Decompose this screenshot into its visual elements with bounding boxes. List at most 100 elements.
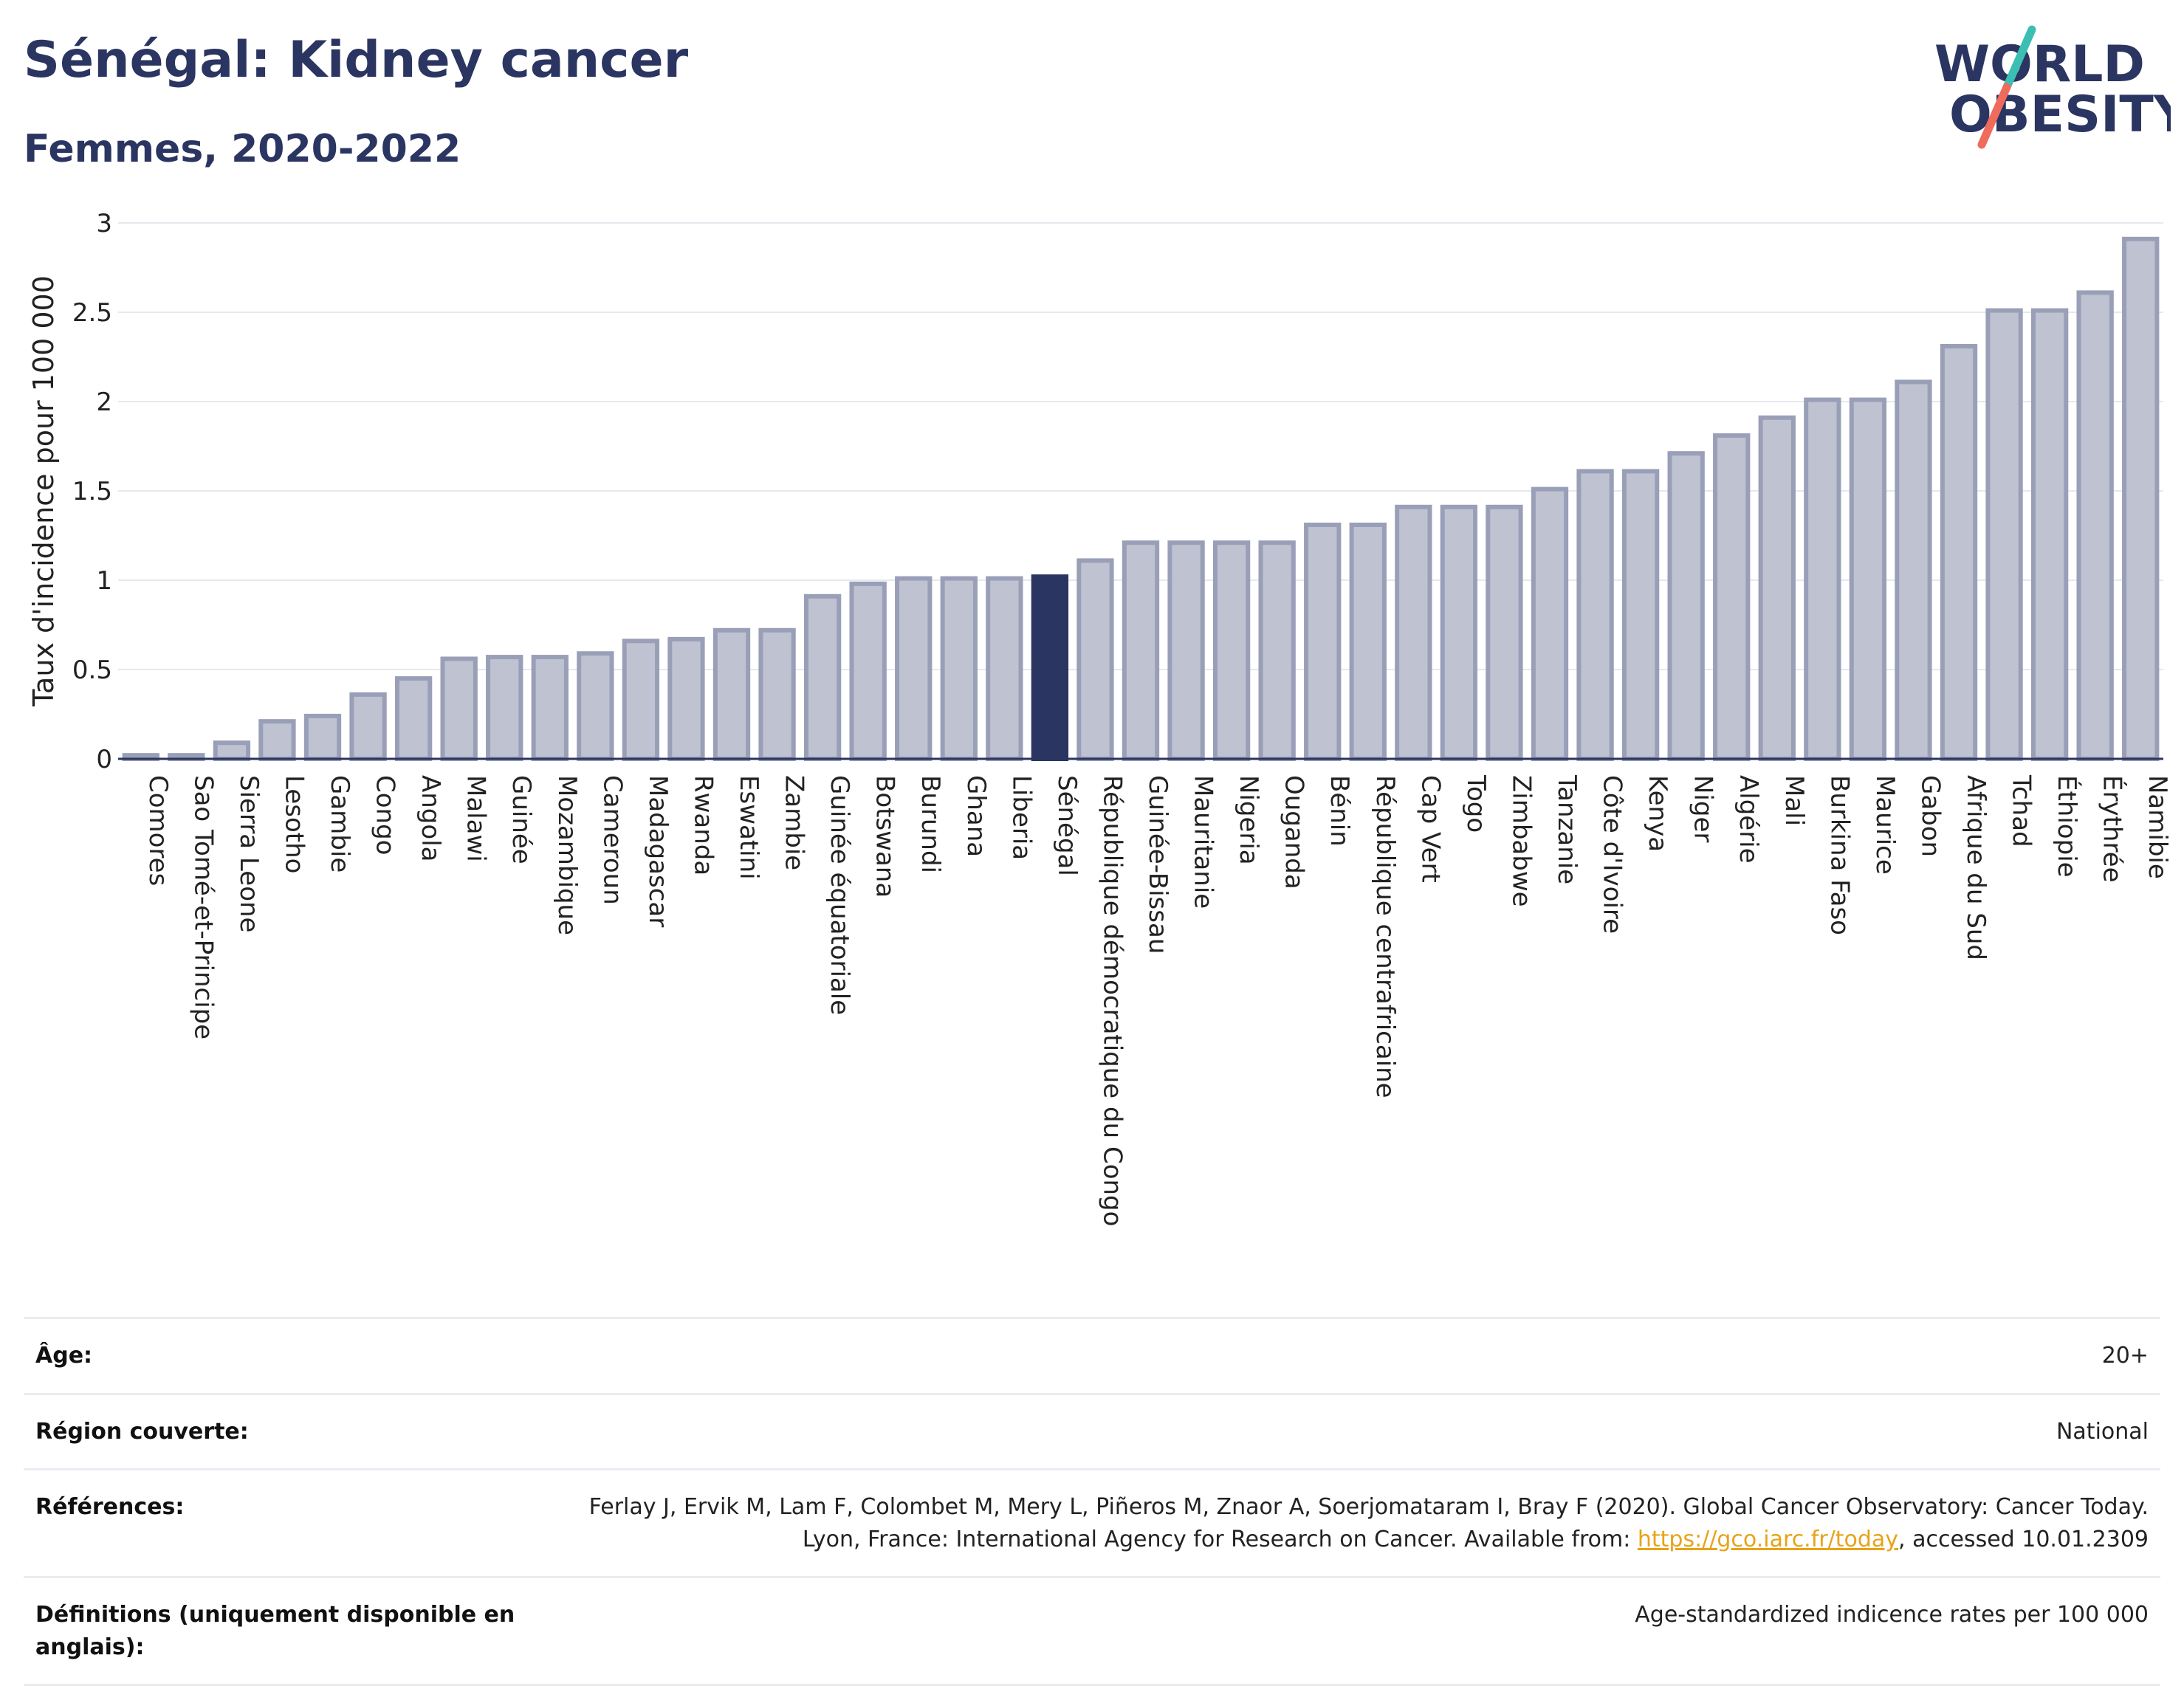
y-tick-label: 1 <box>96 566 112 596</box>
chart-title: Sénégal: Kidney cancer <box>24 31 689 89</box>
bar <box>1440 504 1478 762</box>
category-label: Sao Tomé-et-Principe <box>188 775 218 1039</box>
bar <box>986 576 1023 762</box>
info-value: 20+ <box>2101 1343 2149 1369</box>
bar-chart: 0 0.5 1 1.5 2 2.5 3 Comores Sao Tomé-et-Princip… <box>27 209 2172 1226</box>
category-label: Zambie <box>780 775 809 870</box>
bar <box>213 740 251 761</box>
reference-text: Ferlay J, Ervik M, Lam F, Colombet M, Me… <box>588 1494 2149 1552</box>
y-tick-label: 3 <box>96 209 112 238</box>
category-label: Cap Vert <box>1415 775 1445 883</box>
bar <box>1667 451 1705 761</box>
y-tick-label: 1.5 <box>72 477 112 506</box>
category-label: Côte d'Ivoire <box>1598 775 1627 934</box>
bar <box>1804 397 1841 762</box>
info-key: Références: <box>35 1494 185 1520</box>
category-label: Comores <box>143 775 173 886</box>
category-label: Guinée équatoriale <box>825 775 854 1015</box>
bar <box>349 692 387 762</box>
logo-slash-coral <box>1977 83 2011 149</box>
bar <box>303 713 342 761</box>
logo-line-1: WORLD <box>1934 35 2145 94</box>
category-label: Madagascar <box>643 775 673 927</box>
category-label: Burkina Faso <box>1824 775 1854 935</box>
logo-slash-teal <box>2002 25 2036 92</box>
bar <box>1122 540 1160 761</box>
bar <box>1713 433 1751 761</box>
category-label: Sierra Leone <box>234 775 264 932</box>
world-obesity-logo: WORLD OBESITY <box>1934 25 2171 149</box>
category-label: Nigeria <box>1234 775 1263 865</box>
category-label: Bénin <box>1325 775 1354 847</box>
bar <box>1531 486 1569 762</box>
category-label: Malawi <box>461 775 491 862</box>
bar <box>940 576 978 762</box>
category-label: Mauritanie <box>1189 775 1218 909</box>
category-label: Cameroun <box>597 775 627 905</box>
y-axis-label: Taux d'incidence pour 100 000 <box>27 275 60 707</box>
category-label: Mozambique <box>552 775 582 935</box>
info-value: Ferlay J, Ervik M, Lam F, Colombet M, Me… <box>549 1470 2160 1576</box>
bar <box>1076 558 1114 761</box>
category-label: République démocratique du Congo <box>1097 775 1127 1226</box>
category-label: Eswatini <box>734 775 763 880</box>
category-label: Maurice <box>1870 775 1900 875</box>
category-label: Sénégal <box>1052 775 1082 876</box>
y-tick-label: 0.5 <box>72 656 112 685</box>
bar <box>394 676 433 761</box>
bar <box>758 627 796 762</box>
info-table: Âge: 20+ Région couverte: National Référ… <box>24 1317 2160 1686</box>
y-tick-label: 2.5 <box>72 298 112 328</box>
info-key: Âge: <box>35 1343 93 1369</box>
bar <box>2030 308 2069 761</box>
info-row-references: Références: Ferlay J, Ervik M, Lam F, Co… <box>24 1468 2160 1576</box>
category-label: Togo <box>1461 774 1491 833</box>
bar <box>1621 469 1660 761</box>
y-tick-label: 2 <box>96 388 112 417</box>
category-label: Liberia <box>1006 775 1036 860</box>
info-value: Age-standardized indicence rates per 100… <box>1635 1602 2149 1628</box>
category-label: Ghana <box>961 775 991 857</box>
bar <box>667 636 705 761</box>
bar <box>1486 504 1523 762</box>
info-value: National <box>2056 1418 2149 1445</box>
category-label: Mali <box>1779 775 1809 826</box>
bar <box>1940 343 1978 762</box>
bar <box>895 576 933 762</box>
info-row-region: Région couverte: National <box>24 1392 2160 1469</box>
category-label: Burundi <box>916 775 945 873</box>
category-label: Érythrée <box>2098 775 2128 883</box>
bar <box>1985 308 2023 761</box>
bar <box>1576 469 1614 761</box>
category-label: Zimbabwe <box>1506 775 1536 907</box>
info-key: Région couverte: <box>35 1418 249 1445</box>
bar <box>1758 415 1796 762</box>
bar <box>803 593 842 762</box>
category-label: Gabon <box>1915 775 1945 857</box>
reference-accessed: , accessed 10.01.2309 <box>1898 1526 2149 1552</box>
info-key: Définitions (uniquement disponible en an… <box>35 1602 515 1660</box>
bar <box>531 655 569 761</box>
category-label: Tchad <box>2007 774 2036 847</box>
category-label: Congo <box>371 775 400 855</box>
category-label: Angola <box>416 775 445 861</box>
bar <box>849 581 887 762</box>
bar <box>1895 379 1932 761</box>
y-axis-ticks: 0 0.5 1 1.5 2 2.5 3 <box>72 209 112 774</box>
category-label: Niger <box>1689 775 1718 842</box>
category-label: Éthiopie <box>2052 775 2082 878</box>
bar <box>622 639 660 762</box>
bar <box>712 627 751 762</box>
bar <box>2076 290 2114 761</box>
y-tick-label: 0 <box>96 745 112 774</box>
category-label: Tanzanie <box>1552 774 1582 884</box>
bar <box>1212 540 1251 761</box>
bar <box>2122 236 2160 761</box>
category-label: Guinée-Bissau <box>1143 775 1172 954</box>
bar <box>1395 504 1432 762</box>
bars <box>122 236 2160 762</box>
chart-subtitle: Femmes, 2020-2022 <box>24 127 461 171</box>
category-labels: Comores Sao Tomé-et-Principe Sierra Leone L… <box>143 774 2172 1226</box>
reference-link[interactable]: https://gco.iarc.fr/today <box>1637 1526 1899 1552</box>
bar <box>486 655 523 761</box>
